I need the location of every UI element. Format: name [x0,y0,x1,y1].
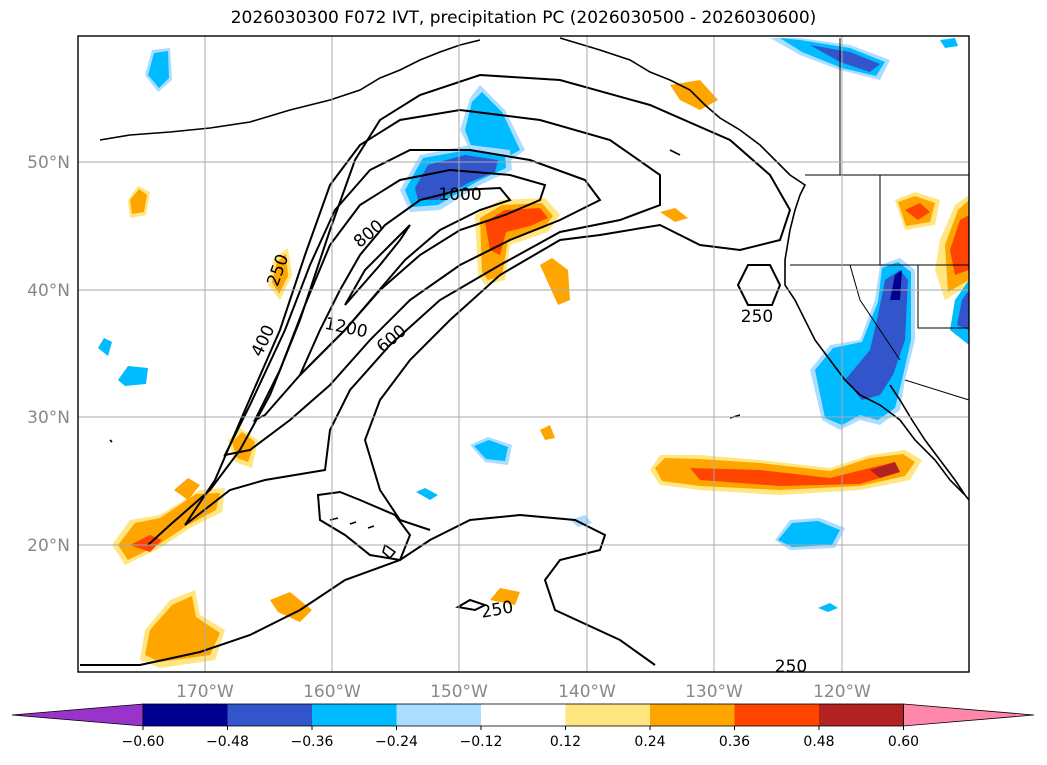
colorbar-segment [734,704,820,726]
contour-label: 250 [741,307,773,327]
lon-label: 120°W [813,682,871,702]
colorbar-tick-label: 0.12 [550,734,581,750]
colorbar-segment [143,704,228,726]
lat-label: 50°N [27,153,70,173]
colorbar-tick-label: −0.36 [291,734,334,750]
lon-label: 170°W [176,682,234,702]
lat-label: 40°N [27,281,70,301]
coastlines [99,37,970,560]
colorbar-extend-high [903,703,1035,727]
map-title: 2026030300 F072 IVT, precipitation PC (2… [230,8,817,28]
colorbar-tick-label: −0.12 [460,734,503,750]
borders [790,38,970,401]
lon-label: 130°W [685,682,743,702]
colorbar-tick-label: −0.24 [375,734,418,750]
map-frame [77,35,970,673]
colorbar-frame [142,703,904,727]
lon-label: 140°W [558,682,616,702]
colorbar: −0.60 −0.48 −0.36 −0.24 −0.12 0.12 0.24 0.36 0.4… [11,703,1035,750]
colorbar-segment [227,704,313,726]
colorbar-segment [565,704,651,726]
colorbar-tick-label: −0.60 [122,734,165,750]
contour-label: 250 [775,657,807,677]
lon-label: 160°W [303,682,361,702]
colorbar-segment [819,704,904,726]
colorbar-tick-label: 0.36 [719,734,750,750]
colorbar-segment [650,704,735,726]
colorbar-segment [312,704,397,726]
colorbar-segment [396,704,482,726]
lat-label: 30°N [27,408,70,428]
colorbar-tick-label: −0.48 [206,734,249,750]
map-panel: 250 400 1200 800 1000 600 250 250 250 [77,35,970,677]
lon-labels: 170°W 160°W 150°W 140°W 130°W 120°W [176,682,871,702]
colorbar-extend-low [11,703,144,727]
colorbar-tick-label: 0.48 [803,734,834,750]
colorbar-segment [481,704,566,726]
lat-labels: 50°N 40°N 30°N 20°N [27,153,70,556]
colorbar-tick-label: 0.60 [888,734,919,750]
contour-label: 1000 [438,185,481,205]
colorbar-tick-label: 0.24 [634,734,665,750]
ivt-contours [80,73,792,666]
lon-label: 150°W [430,682,488,702]
lat-label: 20°N [27,536,70,556]
graticule [78,36,969,672]
